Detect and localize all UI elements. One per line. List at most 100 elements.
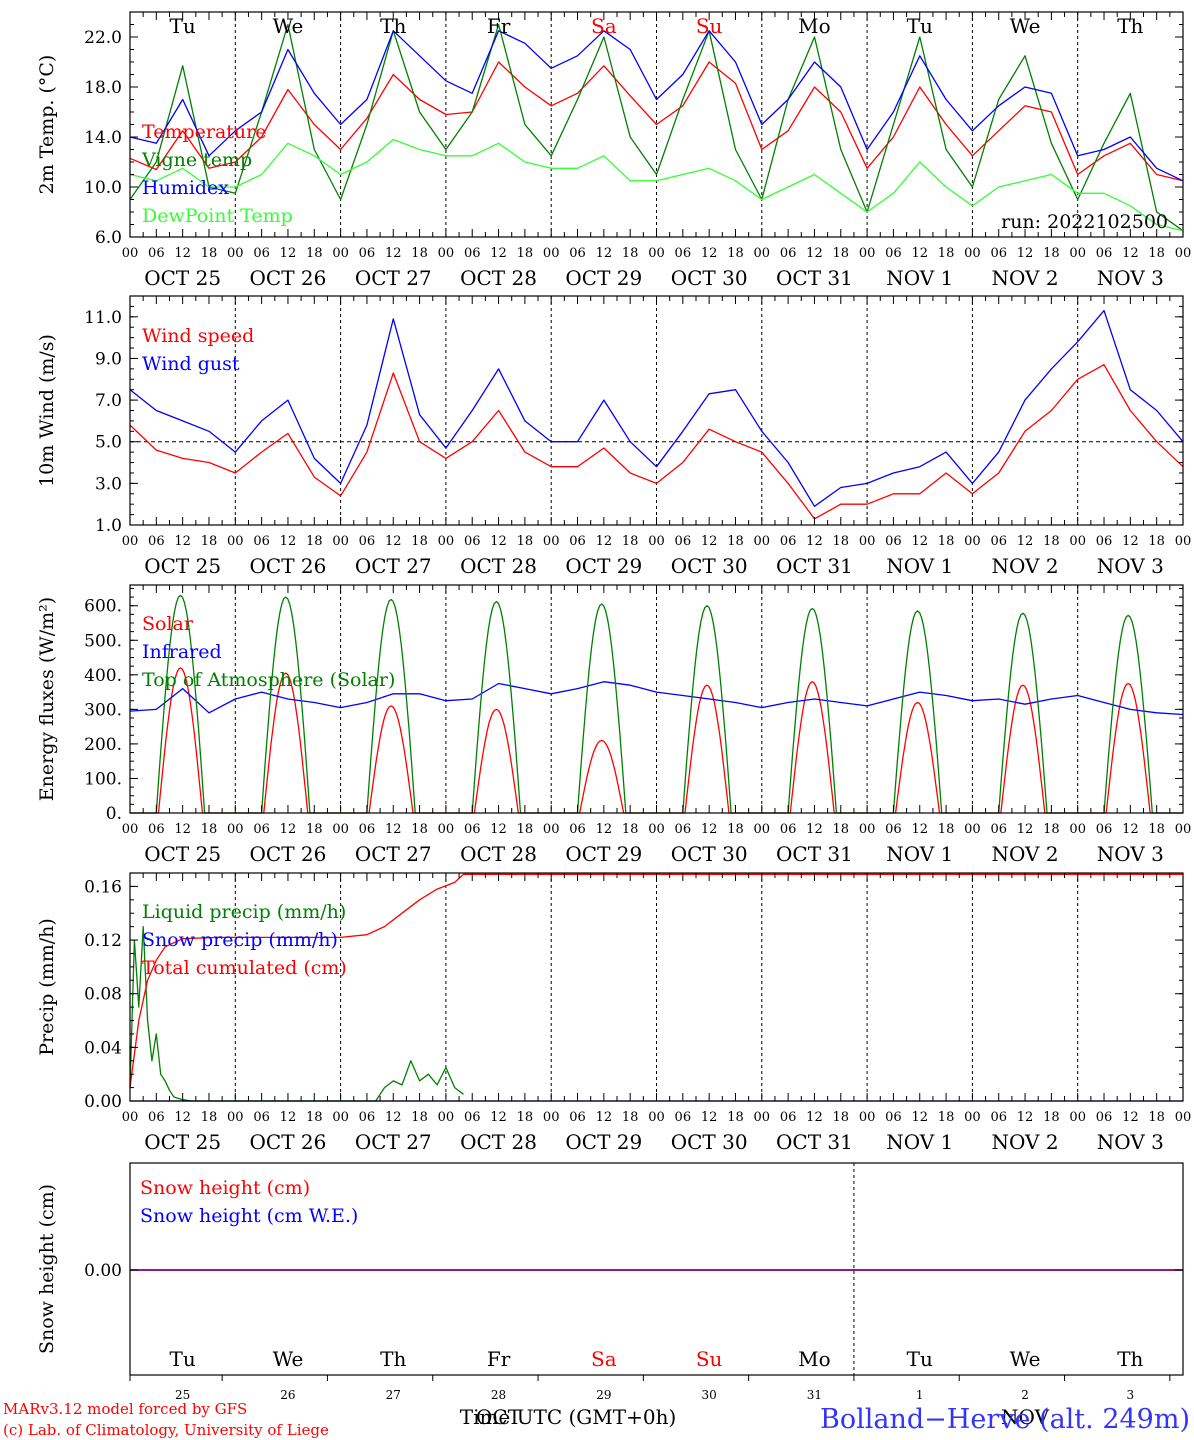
hour-label: 18 (1043, 534, 1060, 549)
hour-label: 06 (359, 822, 376, 837)
hour-label: 00 (543, 822, 560, 837)
legend-1-1: Temperature (142, 121, 266, 143)
hour-label: 00 (1175, 246, 1192, 261)
hour-label: 12 (1122, 534, 1139, 549)
credit-line-2: (c) Lab. of Climatology, University of L… (3, 1421, 329, 1439)
hour-label: 06 (359, 534, 376, 549)
hour-label: 12 (280, 1110, 297, 1125)
hour-label: 00 (227, 1110, 244, 1125)
hour-label: 12 (490, 822, 507, 837)
series-line-2-1 (129, 364, 1184, 520)
y-tick-label: 100. (84, 769, 122, 789)
hour-label: 18 (1043, 822, 1060, 837)
hour-label: 12 (911, 246, 928, 261)
series-line-1-1 (129, 61, 1184, 182)
hour-label: 00 (227, 534, 244, 549)
hour-label: 18 (517, 534, 534, 549)
hour-label: 06 (464, 822, 481, 837)
y-tick-label: 300. (84, 700, 122, 720)
hour-label: 06 (990, 822, 1007, 837)
run-label: run: 2022102500 (1001, 211, 1168, 233)
date-label: OCT 25 (144, 554, 221, 578)
hour-label: 00 (648, 534, 665, 549)
date-label: OCT 29 (565, 266, 642, 290)
hour-label: 00 (543, 1110, 560, 1125)
weekday-label-top: We (273, 14, 304, 38)
hour-label: 12 (1017, 822, 1034, 837)
hour-label: 00 (1069, 1110, 1086, 1125)
hour-label: 00 (543, 534, 560, 549)
y-tick-label: 400. (84, 666, 122, 686)
hour-label: 12 (596, 534, 613, 549)
y-tick-label: 200. (84, 735, 122, 755)
hour-label: 06 (569, 246, 586, 261)
hour-label: 12 (596, 246, 613, 261)
y-tick-label: 10.0 (84, 178, 122, 198)
hour-label: 00 (122, 1110, 139, 1125)
date-label: NOV 1 (886, 554, 953, 578)
hour-label: 18 (833, 822, 850, 837)
date-label: OCT 31 (776, 266, 853, 290)
hour-label: 18 (938, 1110, 955, 1125)
weekday-label-top: Tu (907, 14, 933, 38)
credit-line-1: MARv3.12 model forced by GFS (3, 1400, 247, 1418)
date-label: OCT 31 (776, 554, 853, 578)
hour-label: 00 (227, 822, 244, 837)
date-label: OCT 25 (144, 1130, 221, 1154)
hour-label: 06 (464, 1110, 481, 1125)
hour-label: 12 (911, 1110, 928, 1125)
hour-label: 06 (885, 822, 902, 837)
y-tick-label: 18.0 (84, 78, 122, 98)
text-layer: Temperature Vigne temp Humidex DewPoint Tem… (3, 14, 1191, 1439)
series-layer (129, 23, 1184, 1271)
hour-label: 18 (201, 246, 218, 261)
hour-label: 06 (253, 822, 270, 837)
date-label: OCT 30 (671, 266, 748, 290)
date-label: OCT 26 (250, 554, 327, 578)
weekday-label-bottom: Sa (591, 1347, 617, 1371)
hour-label: 18 (727, 246, 744, 261)
series-line-1-3 (129, 30, 1184, 182)
legend-1-3: Humidex (142, 177, 229, 199)
day-number-label: 30 (702, 1388, 717, 1402)
weekday-label-bottom: Th (380, 1347, 406, 1371)
hour-label: 06 (464, 246, 481, 261)
day-number-label: 31 (807, 1388, 822, 1402)
date-label: OCT 26 (250, 266, 327, 290)
hour-label: 06 (359, 1110, 376, 1125)
y-axis-label: 2m Temp. (°C) (36, 55, 58, 195)
date-label: OCT 25 (144, 266, 221, 290)
day-number-label: 1 (916, 1388, 924, 1402)
hour-label: 00 (332, 534, 349, 549)
hour-label: 06 (1096, 534, 1113, 549)
hour-label: 18 (727, 1110, 744, 1125)
hour-label: 18 (411, 822, 428, 837)
hour-label: 18 (517, 246, 534, 261)
hour-label: 18 (622, 822, 639, 837)
date-label: NOV 2 (992, 842, 1059, 866)
hour-label: 06 (148, 534, 165, 549)
date-label: OCT 31 (776, 842, 853, 866)
day-number-label: 26 (280, 1388, 295, 1402)
hour-label: 00 (859, 246, 876, 261)
day-number-label: 27 (386, 1388, 401, 1402)
hour-label: 00 (1175, 822, 1192, 837)
hour-label: 18 (938, 822, 955, 837)
y-tick-label: 22.0 (84, 28, 122, 48)
hour-label: 06 (780, 1110, 797, 1125)
hour-label: 12 (1122, 822, 1139, 837)
y-tick-label: 7.0 (95, 391, 122, 411)
hour-label: 06 (780, 534, 797, 549)
hour-label: 06 (1096, 246, 1113, 261)
hour-label: 06 (253, 1110, 270, 1125)
legend-5-2: Snow height (cm W.E.) (140, 1205, 358, 1227)
hour-label: 00 (859, 822, 876, 837)
weekday-label-bottom: Fr (487, 1347, 511, 1371)
hour-label: 06 (148, 246, 165, 261)
hour-label: 18 (622, 534, 639, 549)
hour-label: 06 (569, 822, 586, 837)
hour-label: 18 (517, 822, 534, 837)
y-tick-label: 14.0 (84, 128, 122, 148)
hour-label: 12 (596, 1110, 613, 1125)
hour-label: 12 (1122, 1110, 1139, 1125)
